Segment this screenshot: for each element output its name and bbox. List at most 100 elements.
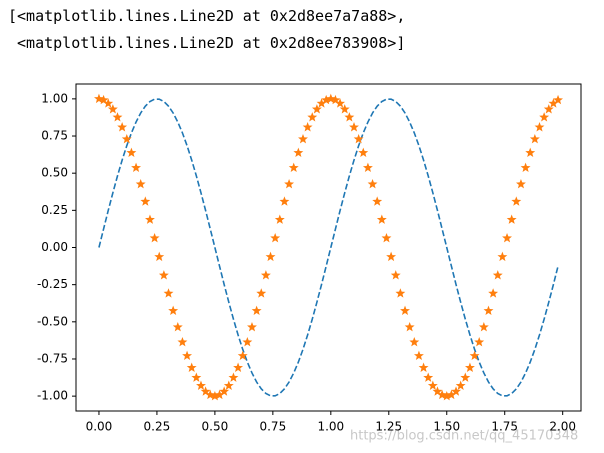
star-marker: [404, 321, 415, 332]
star-marker: [293, 147, 304, 158]
star-marker: [251, 305, 262, 316]
star-marker: [441, 390, 452, 401]
y-tick-label: 0.50: [41, 166, 68, 180]
y-tick-label: -0.50: [37, 314, 68, 328]
star-marker: [506, 214, 517, 224]
star-marker: [242, 336, 253, 347]
star-marker: [358, 147, 369, 158]
star-marker: [483, 305, 494, 316]
star-marker: [353, 133, 364, 144]
star-marker: [209, 390, 220, 401]
star-marker: [344, 112, 355, 122]
star-marker: [520, 162, 531, 173]
y-tick-label: -0.75: [37, 351, 68, 365]
star-marker: [349, 122, 359, 132]
star-marker: [325, 93, 336, 104]
watermark: https://blog.csdn.net/qq_45170348: [350, 429, 578, 444]
star-marker: [529, 133, 540, 144]
star-marker: [488, 288, 499, 298]
star-marker: [543, 104, 554, 114]
star-marker: [534, 122, 545, 132]
star-marker: [145, 214, 155, 224]
x-tick-label: 0.75: [259, 420, 286, 434]
star-marker: [427, 380, 438, 390]
star-marker: [330, 94, 341, 105]
x-tick-label: 1.50: [433, 420, 460, 434]
star-marker: [372, 196, 383, 206]
star-marker: [140, 196, 151, 206]
star-marker: [191, 372, 202, 382]
series-line: [98, 98, 559, 397]
star-marker: [400, 305, 410, 316]
star-marker: [409, 336, 420, 347]
star-marker: [455, 380, 466, 390]
star-marker: [135, 178, 146, 189]
star-marker: [168, 305, 179, 316]
star-marker: [539, 112, 550, 122]
star-marker: [98, 94, 109, 105]
x-tick-label: 0.00: [86, 420, 113, 434]
star-marker: [186, 362, 197, 372]
x-tick-label: 0.50: [202, 420, 229, 434]
star-marker: [390, 270, 401, 280]
star-marker: [492, 270, 503, 280]
star-marker: [284, 178, 295, 189]
star-marker: [103, 98, 114, 108]
star-marker: [548, 98, 559, 108]
star-marker: [376, 214, 387, 224]
star-marker: [228, 372, 239, 382]
star-marker: [432, 386, 443, 396]
star-marker: [260, 270, 271, 280]
star-marker: [362, 162, 373, 173]
star-marker: [525, 147, 536, 158]
star-marker: [553, 94, 563, 105]
star-marker: [469, 350, 480, 361]
star-marker: [279, 196, 290, 206]
x-tick-label: 1.75: [491, 420, 518, 434]
star-marker: [413, 350, 424, 361]
star-marker: [437, 389, 448, 400]
star-marker: [474, 336, 485, 347]
star-marker: [163, 288, 174, 298]
star-marker: [307, 112, 318, 122]
x-tick-label: 1.25: [375, 420, 402, 434]
star-marker: [265, 251, 276, 262]
star-marker: [502, 232, 512, 243]
star-marker: [395, 288, 406, 298]
star-marker: [339, 104, 350, 114]
y-tick-label: 0.25: [41, 203, 68, 217]
star-marker: [219, 386, 230, 396]
star-marker: [321, 94, 332, 105]
star-marker: [112, 112, 123, 122]
star-marker: [177, 336, 188, 347]
star-marker: [223, 380, 234, 390]
y-tick-label: -0.25: [37, 277, 68, 291]
star-marker: [205, 389, 216, 400]
star-marker: [158, 270, 169, 280]
star-marker: [288, 162, 299, 173]
star-marker: [117, 122, 128, 132]
star-marker: [298, 133, 308, 144]
star-marker: [423, 372, 434, 382]
star-marker: [446, 389, 457, 400]
star-marker: [418, 362, 429, 372]
star-marker: [196, 380, 206, 390]
star-marker: [121, 133, 132, 144]
star-marker: [511, 196, 522, 206]
star-marker: [316, 98, 327, 108]
star-marker: [451, 386, 461, 396]
x-tick-label: 2.00: [549, 420, 576, 434]
star-marker: [302, 122, 313, 132]
star-marker: [386, 251, 397, 262]
star-marker: [154, 251, 165, 262]
star-marker: [460, 372, 471, 382]
output-line: [<matplotlib.lines.Line2D at 0x2d8ee7a7a…: [8, 7, 406, 25]
star-marker: [149, 232, 160, 243]
star-marker: [214, 389, 225, 400]
star-marker: [464, 362, 475, 372]
x-tick-label: 0.25: [144, 420, 171, 434]
star-marker: [381, 232, 392, 243]
star-marker: [172, 321, 183, 332]
